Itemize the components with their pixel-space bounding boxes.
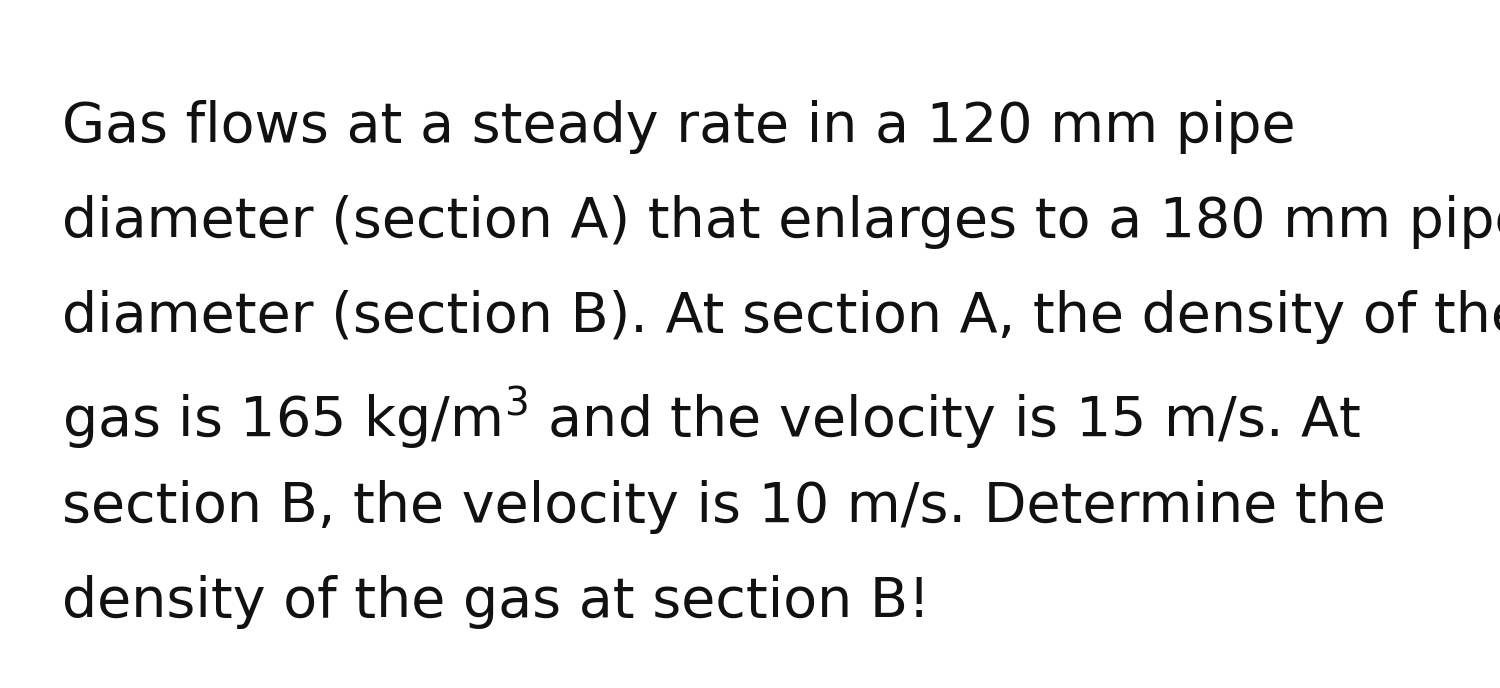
Text: diameter (section B). At section A, the density of the: diameter (section B). At section A, the … xyxy=(62,290,1500,344)
Text: diameter (section A) that enlarges to a 180 mm pipe: diameter (section A) that enlarges to a … xyxy=(62,195,1500,249)
Text: section B, the velocity is 10 m/s. Determine the: section B, the velocity is 10 m/s. Deter… xyxy=(62,480,1386,534)
Text: gas is 165 kg/m$^{3}$ and the velocity is 15 m/s. At: gas is 165 kg/m$^{3}$ and the velocity i… xyxy=(62,385,1360,452)
Text: density of the gas at section B!: density of the gas at section B! xyxy=(62,575,930,629)
Text: Gas flows at a steady rate in a 120 mm pipe: Gas flows at a steady rate in a 120 mm p… xyxy=(62,100,1296,154)
